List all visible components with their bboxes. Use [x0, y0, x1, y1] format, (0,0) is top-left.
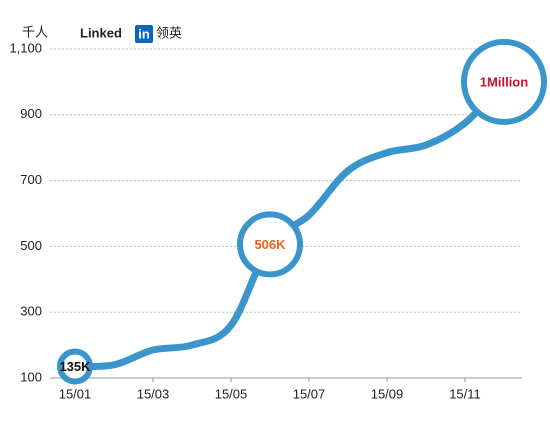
callout-circle: [237, 211, 303, 278]
data-label: 506K: [254, 237, 286, 252]
logo-badge-bg: [135, 25, 153, 43]
x-tick-label: 15/05: [215, 386, 248, 401]
logo-badge: in: [138, 26, 150, 41]
x-tick-label: 15/01: [59, 386, 92, 401]
x-tick-label: 15/07: [293, 386, 326, 401]
x-tick-label: 15/09: [371, 386, 404, 401]
y-tick-label: 100: [20, 369, 42, 384]
data-callout: 135K: [57, 348, 93, 385]
callout-circle: [57, 348, 93, 385]
logo-text: Linked: [80, 25, 122, 40]
data-callout: 1Million: [461, 38, 547, 125]
y-tick-label: 1,100: [9, 40, 42, 55]
y-tick-label: 700: [20, 172, 42, 187]
logo: Linked in 领英: [80, 25, 182, 43]
logo-cn: 领英: [156, 25, 182, 40]
y-tick-label: 300: [20, 304, 42, 319]
callout-circle: [461, 38, 547, 125]
data-label: 135K: [59, 359, 91, 374]
y-tick-label: 900: [20, 106, 42, 121]
x-tick-label: 15/03: [137, 386, 170, 401]
data-callout: 506K: [237, 211, 303, 278]
x-tick-label: 15/11: [449, 386, 481, 401]
unit-label: 千人: [22, 24, 48, 39]
y-tick-label: 500: [20, 238, 42, 253]
data-label: 1Million: [480, 74, 528, 89]
